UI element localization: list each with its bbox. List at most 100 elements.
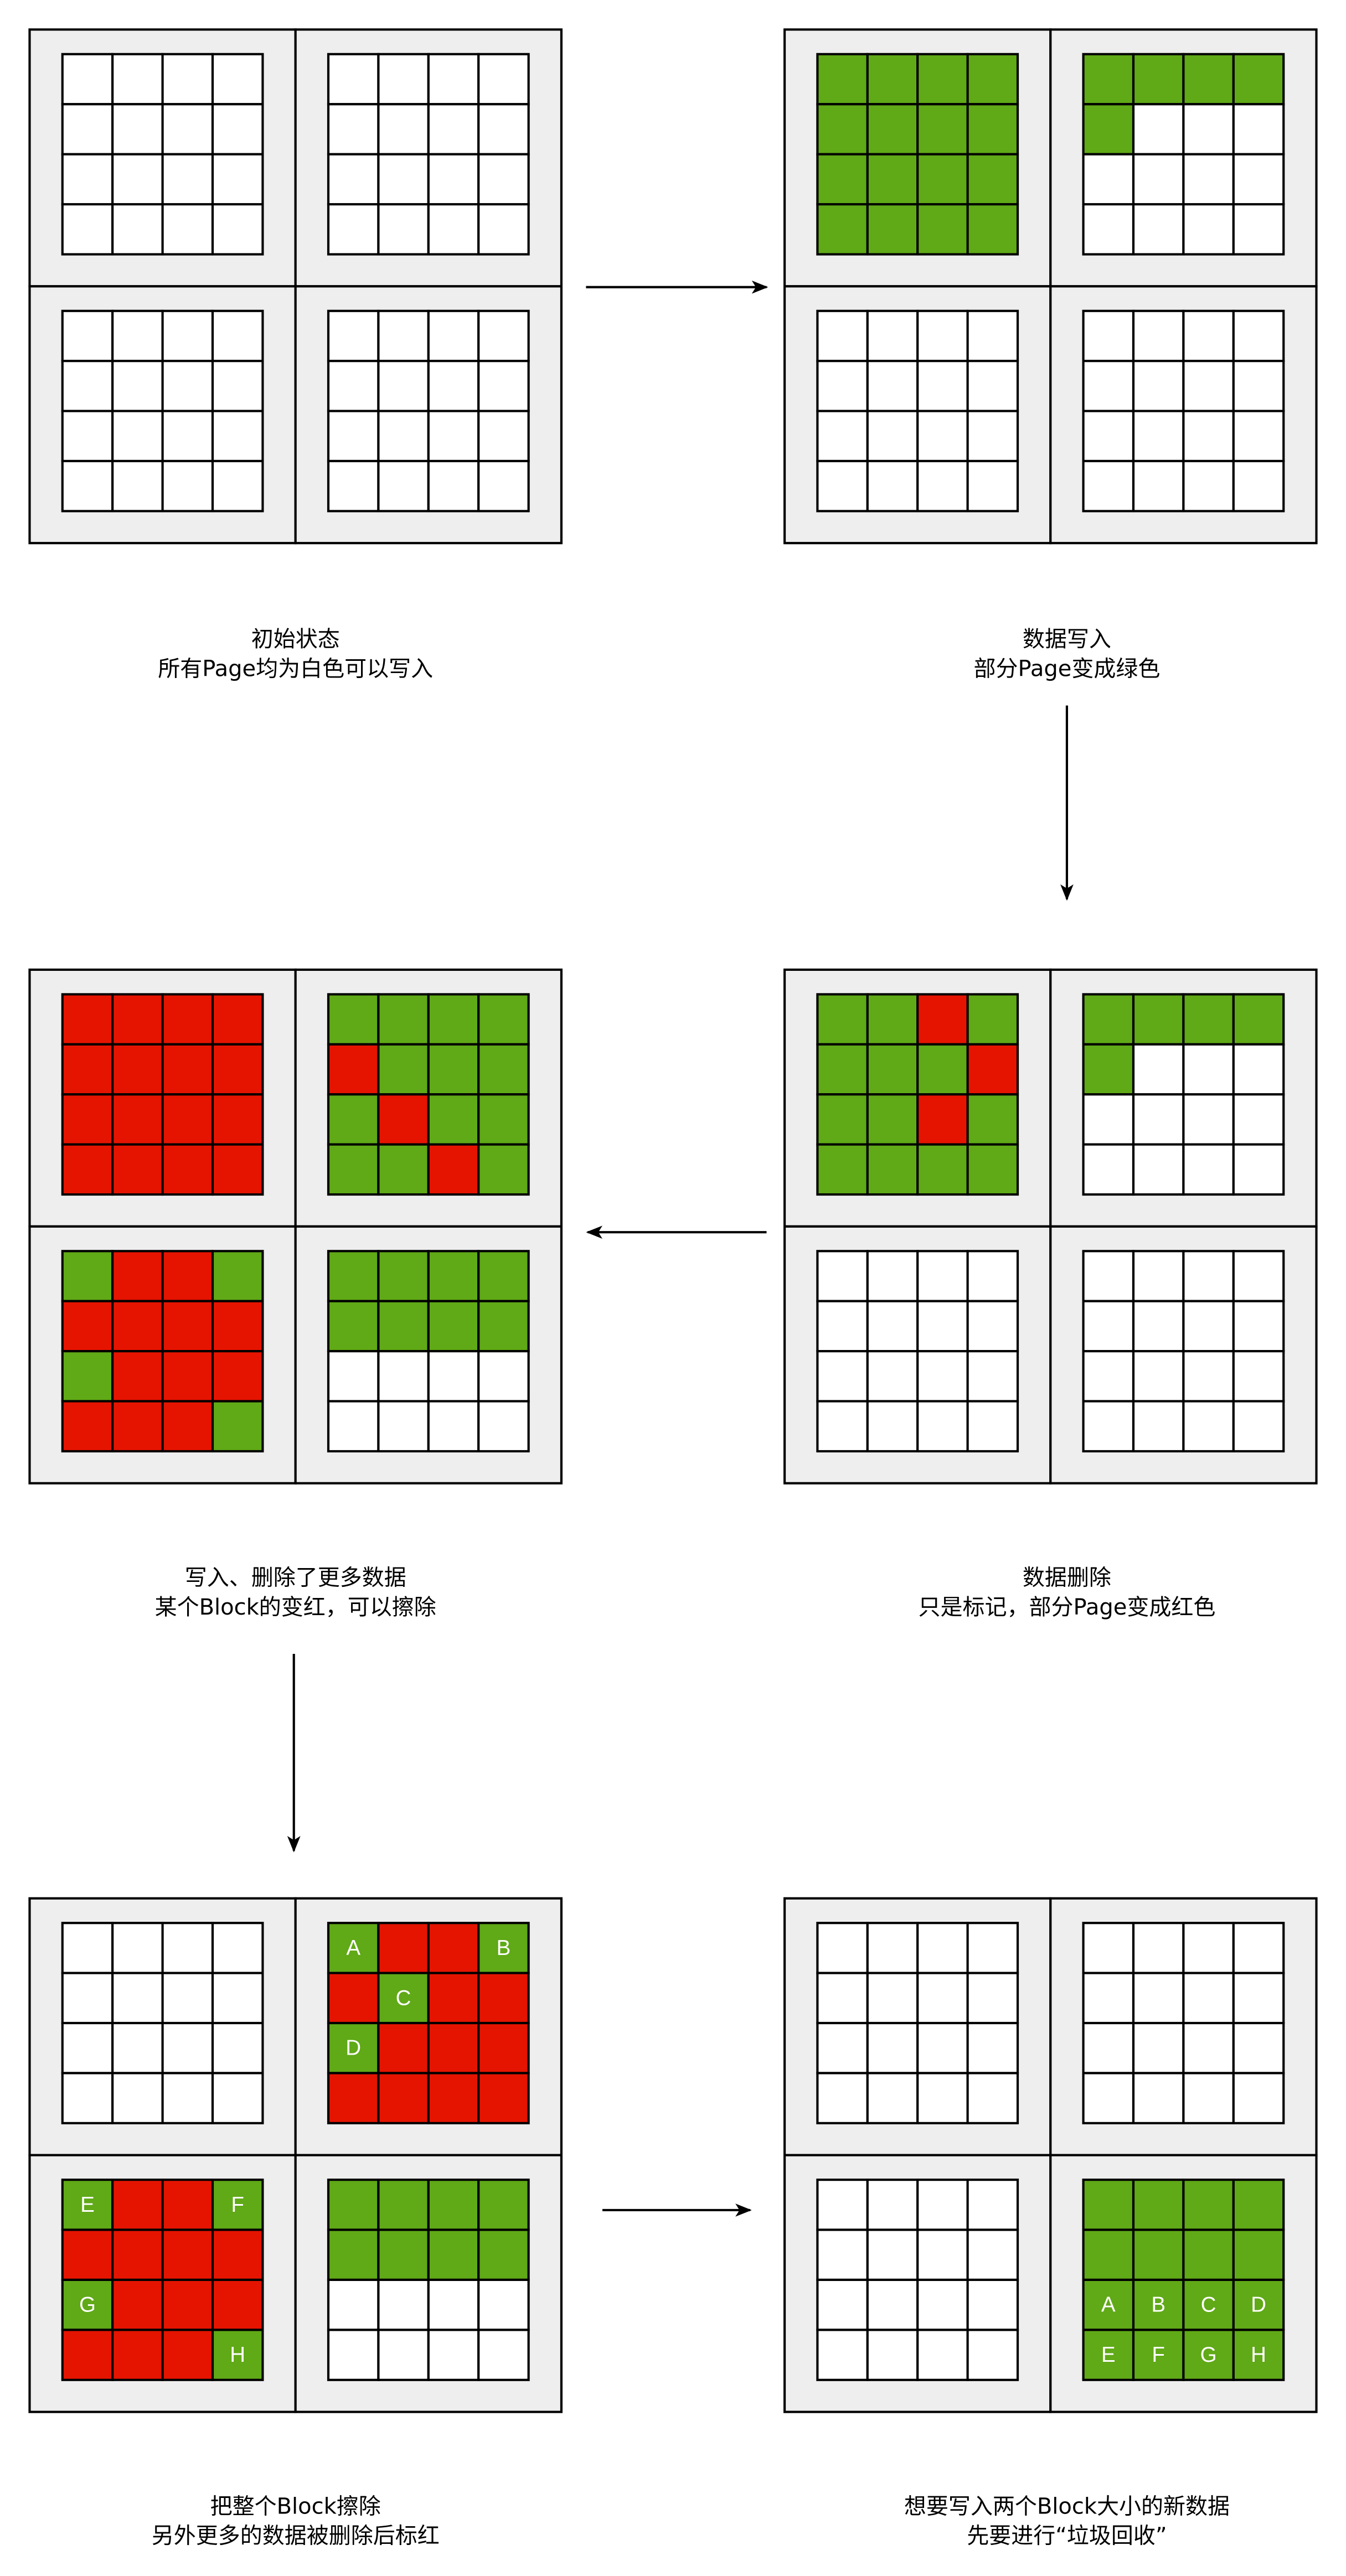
page-cell <box>916 53 969 106</box>
page-cell <box>61 309 114 363</box>
page-cell <box>1132 1922 1185 1974</box>
page-cell <box>966 360 1019 412</box>
page-cell <box>111 360 164 412</box>
page-cell <box>1182 1922 1235 1974</box>
page-cell <box>866 1143 919 1196</box>
page-cell <box>61 2228 114 2282</box>
page-cell <box>1132 1972 1185 2025</box>
ssd-diagram-6: A B C D E F G H <box>783 1897 1318 2413</box>
page-cell <box>377 459 430 513</box>
page-label: F <box>231 2193 244 2217</box>
page-cell <box>477 309 530 363</box>
page-cell <box>211 153 264 206</box>
page-cell <box>477 203 530 256</box>
page-cell <box>211 103 264 156</box>
page-cell <box>1232 1972 1285 2025</box>
page-cell <box>61 1400 114 1453</box>
page-cell <box>61 1972 114 2025</box>
page-cell <box>61 993 114 1046</box>
page-cell <box>377 1300 430 1353</box>
page-cell <box>477 1143 530 1196</box>
page-cell <box>916 2021 969 2075</box>
page-cell <box>816 1922 869 1974</box>
page-cell <box>916 1043 969 1096</box>
page-cell <box>816 2021 869 2075</box>
page-cell <box>211 1922 264 1974</box>
page-cell <box>1082 1972 1135 2025</box>
page-cell <box>1182 2021 1235 2075</box>
page-cell <box>111 459 164 513</box>
ssd-diagram-3 <box>783 968 1318 1484</box>
page-cell <box>61 103 114 156</box>
block <box>1049 1225 1318 1484</box>
page-cell <box>61 1143 114 1196</box>
page-cell <box>966 103 1019 156</box>
page-cell <box>1132 2179 1185 2231</box>
page-cell <box>916 1300 969 1353</box>
page-cell <box>161 2329 214 2381</box>
page-cell <box>61 53 114 106</box>
page-cell <box>327 1400 380 1453</box>
ssd-diagram-4 <box>28 968 563 1484</box>
page-cell <box>161 153 214 206</box>
block: E F G H <box>28 2154 297 2413</box>
page-cell <box>1082 1922 1135 1974</box>
page-cell <box>1082 1300 1135 1353</box>
page-cell <box>916 1922 969 1974</box>
page-cell <box>427 1250 480 1302</box>
page-cell <box>477 2021 530 2075</box>
block <box>1049 285 1318 545</box>
page-cell <box>161 2179 214 2231</box>
page-cell <box>377 1143 430 1196</box>
page-cell <box>161 993 214 1046</box>
page-cell <box>1232 410 1285 463</box>
block <box>28 1897 297 2156</box>
page-cell <box>1232 993 1285 1046</box>
block: A B C D E F G H <box>1049 2154 1318 2413</box>
page-cell <box>427 2021 480 2075</box>
page-cell <box>1182 1250 1235 1302</box>
page-cell <box>966 1043 1019 1096</box>
flow-arrows <box>287 280 1074 2217</box>
page-cell <box>1232 459 1285 513</box>
page-cell <box>327 993 380 1046</box>
page-cell <box>211 2329 264 2381</box>
page-cell <box>1082 1093 1135 1146</box>
page-cell <box>916 2329 969 2381</box>
page-cell <box>1082 1400 1135 1453</box>
page-cell <box>1182 2228 1235 2282</box>
page-cell <box>111 203 164 256</box>
page-cell <box>1182 53 1235 106</box>
page-cell <box>427 309 480 363</box>
page-cell <box>161 459 214 513</box>
page-cell <box>916 993 969 1046</box>
page-cell <box>966 1350 1019 1403</box>
page-cell <box>161 53 214 106</box>
page-cell <box>816 360 869 412</box>
page-cell <box>916 103 969 156</box>
page-label: A <box>346 1936 360 1960</box>
page-cell <box>377 2072 430 2124</box>
page-cell <box>1182 1300 1235 1353</box>
page-cell <box>1182 1093 1235 1146</box>
page-cell <box>816 103 869 156</box>
page-cell <box>111 2228 164 2282</box>
page-cell <box>816 1400 869 1453</box>
page-cell <box>1232 203 1285 256</box>
page-cell <box>427 2179 480 2231</box>
page-cell <box>866 103 919 156</box>
page-cell <box>816 1300 869 1353</box>
page-cell <box>816 2329 869 2381</box>
page-cell <box>866 1972 919 2025</box>
page-cell <box>966 1972 1019 2025</box>
page-cell <box>327 2072 380 2124</box>
page-cell <box>161 1300 214 1353</box>
page-cell <box>966 1400 1019 1453</box>
page-cell <box>1082 103 1135 156</box>
page-cell <box>327 1143 380 1196</box>
page-cell <box>1082 360 1135 412</box>
page-cell <box>211 360 264 412</box>
page-cell <box>866 2329 919 2381</box>
page-cell <box>211 1143 264 1196</box>
page-cell <box>916 1350 969 1403</box>
